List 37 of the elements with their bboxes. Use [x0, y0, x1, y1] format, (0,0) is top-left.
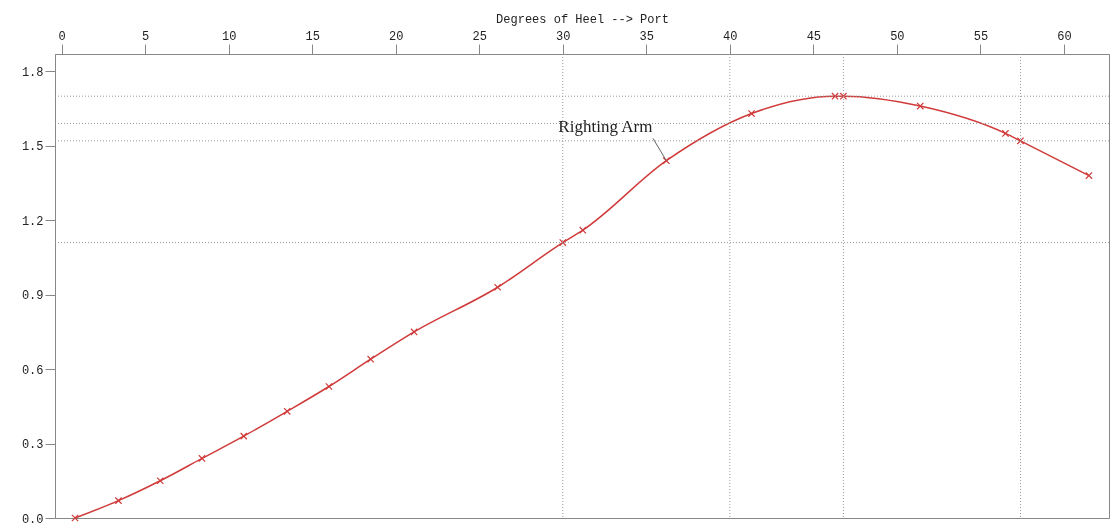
x-tick-label: 15	[305, 29, 320, 44]
point	[1085, 171, 1093, 180]
point	[839, 92, 848, 100]
point	[831, 92, 839, 100]
y-tick-label: 0.0	[21, 512, 44, 527]
y-tick-label: 1.2	[21, 214, 44, 229]
y-tick-label: 1.5	[21, 140, 44, 155]
x-axis-title: Degrees of Heel --> Port	[496, 12, 669, 27]
point	[114, 496, 123, 505]
point	[366, 355, 375, 363]
point	[559, 238, 567, 247]
x-tick-label: 60	[1057, 29, 1072, 44]
point	[493, 283, 502, 291]
x-tick-label: 55	[973, 29, 989, 44]
x-tick-label: 30	[556, 29, 571, 44]
y-tick-label: 0.9	[21, 289, 44, 304]
x-tick-label: 0	[58, 29, 66, 44]
y-tick-label: 0.3	[21, 438, 44, 453]
x-tick-label: 10	[222, 29, 237, 44]
x-tick-label: 45	[806, 29, 822, 44]
point	[325, 382, 333, 391]
x-tick-label: 35	[639, 29, 655, 44]
point	[1001, 129, 1010, 138]
point	[1016, 137, 1025, 145]
point	[283, 407, 291, 416]
annotation: Righting Arm	[558, 116, 653, 136]
point	[198, 454, 206, 463]
x-tick-label: 20	[389, 29, 404, 44]
x-tick-label: 5	[142, 29, 150, 44]
point	[916, 102, 925, 110]
point	[747, 109, 756, 118]
x-tick-label: 40	[723, 29, 738, 44]
y-tick-label: 1.8	[21, 65, 44, 80]
x-tick-label: 50	[890, 29, 905, 44]
x-tick-label: 25	[472, 29, 487, 44]
y-tick-label: 0.6	[21, 363, 44, 378]
point	[239, 432, 248, 440]
